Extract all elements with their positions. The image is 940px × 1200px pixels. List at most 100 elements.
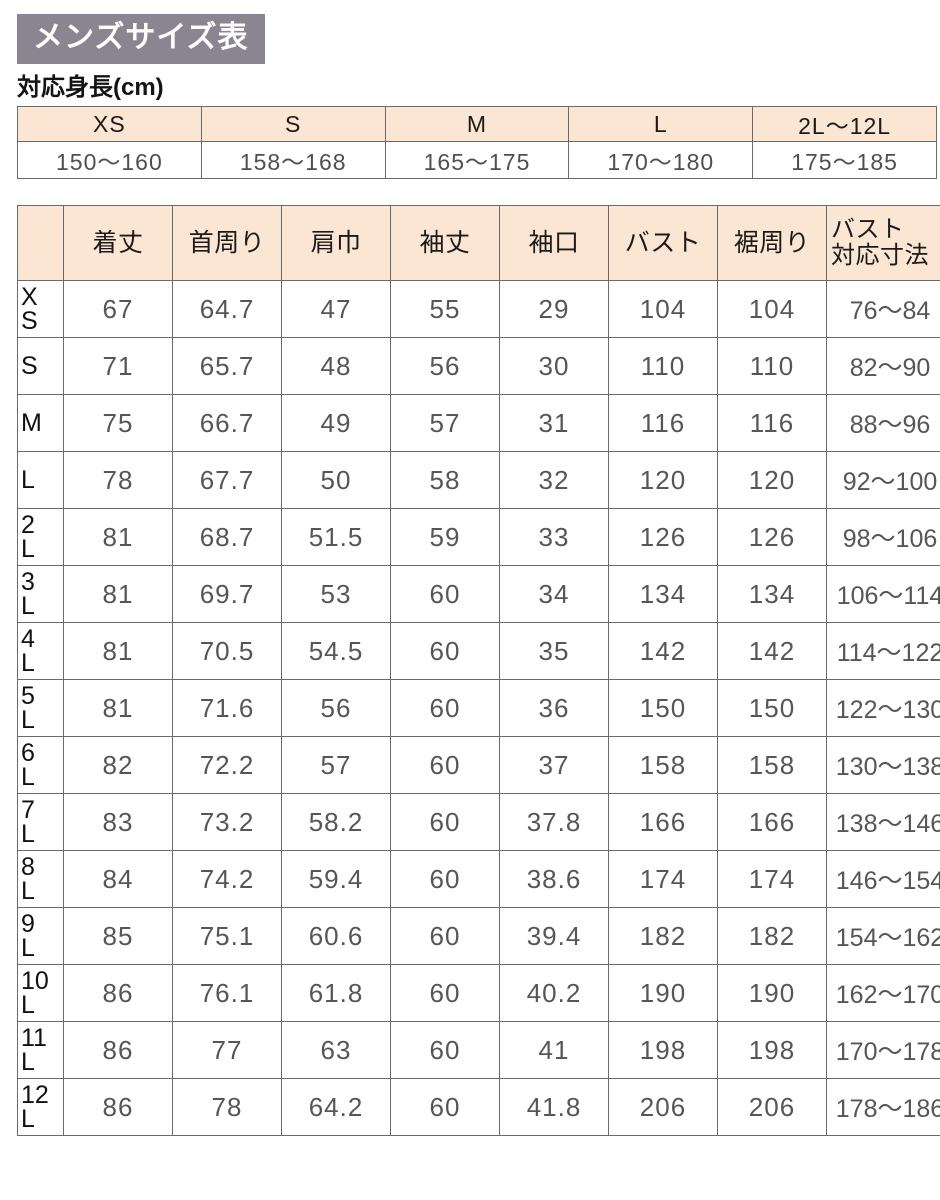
measurement-cell-r9-c4: 37.8 — [499, 793, 609, 851]
measurement-cell-r3-c3: 58 — [390, 451, 500, 509]
measurement-cell-r7-c6: 150 — [717, 679, 827, 737]
measurement-cell-r0-c0: 67 — [63, 280, 173, 338]
size-row-label-part-1: L — [21, 820, 35, 848]
measurement-cell-r14-c6: 206 — [717, 1078, 827, 1136]
measurements-column-header-6: 裾周り — [717, 205, 827, 281]
measurement-cell-r7-c7: 122〜130 — [826, 679, 940, 737]
measurement-cell-r5-c0: 81 — [63, 565, 173, 623]
measurement-cell-r10-c4: 38.6 — [499, 850, 609, 908]
measurements-table: 着丈 首周り 肩巾 袖丈 袖口 バスト 裾周り バスト 対応寸法 X S 67 64.7 47 55 29 1… — [17, 205, 940, 1136]
measurement-cell-r4-c0: 81 — [63, 508, 173, 566]
measurement-cell-r4-c7: 98〜106 — [826, 508, 940, 566]
measurement-cell-r3-c6: 120 — [717, 451, 827, 509]
size-row-label-part-1: L — [21, 706, 35, 734]
measurement-cell-r12-c0: 86 — [63, 964, 173, 1022]
bust-range-header-line1: バスト — [831, 216, 905, 244]
measurement-cell-r3-c2: 50 — [281, 451, 391, 509]
measurement-cell-r13-c5: 198 — [608, 1021, 718, 1079]
measurement-cell-r8-c3: 60 — [390, 736, 500, 794]
measurement-cell-r13-c6: 198 — [717, 1021, 827, 1079]
table-row: 6 L 82 72.2 57 60 37 158 158 130〜138 — [17, 736, 940, 794]
height-table: XS S M L 2L〜12L 150〜160 158〜168 165〜175 170〜180… — [17, 106, 937, 179]
measurement-cell-r12-c3: 60 — [390, 964, 500, 1022]
size-row-label-part-0: 6 — [21, 738, 35, 767]
measurement-cell-r12-c7: 162〜170 — [826, 964, 940, 1022]
measurement-cell-r5-c2: 53 — [281, 565, 391, 623]
measurement-cell-r14-c4: 41.8 — [499, 1078, 609, 1136]
measurements-column-header-bust-range: バスト 対応寸法 — [826, 205, 940, 281]
measurement-cell-r6-c3: 60 — [390, 622, 500, 680]
size-row-label-part-0: 4 — [21, 624, 35, 653]
measurement-cell-r9-c5: 166 — [608, 793, 718, 851]
measurement-cell-r13-c1: 77 — [172, 1021, 282, 1079]
size-row-label: 10 L — [17, 964, 64, 1022]
measurement-cell-r7-c4: 36 — [499, 679, 609, 737]
measurement-cell-r6-c4: 35 — [499, 622, 609, 680]
measurement-cell-r8-c4: 37 — [499, 736, 609, 794]
height-section-label: 対応身長(cm) — [17, 74, 164, 101]
measurement-cell-r10-c6: 174 — [717, 850, 827, 908]
measurement-cell-r1-c2: 48 — [281, 337, 391, 395]
height-range-cell-1: 158〜168 — [200, 141, 386, 179]
bust-range-header-line2: 対応寸法 — [831, 242, 929, 269]
measurement-cell-r11-c0: 85 — [63, 907, 173, 965]
size-row-label: S — [17, 337, 64, 395]
height-range-cell-0: 150〜160 — [17, 141, 202, 179]
measurement-cell-r7-c2: 56 — [281, 679, 391, 737]
measurement-cell-r1-c0: 71 — [63, 337, 173, 395]
measurement-cell-r0-c6: 104 — [717, 280, 827, 338]
measurement-cell-r4-c5: 126 — [608, 508, 718, 566]
measurement-cell-r11-c6: 182 — [717, 907, 827, 965]
size-row-label-part-1: L — [21, 1048, 35, 1076]
size-row-label-part-0: M — [21, 408, 42, 437]
measurement-cell-r6-c6: 142 — [717, 622, 827, 680]
measurement-cell-r8-c6: 158 — [717, 736, 827, 794]
table-row: S 71 65.7 48 56 30 110 110 82〜90 — [17, 337, 940, 395]
height-range-cell-4: 175〜185 — [752, 141, 937, 179]
measurements-header-row: 着丈 首周り 肩巾 袖丈 袖口 バスト 裾周り バスト 対応寸法 — [17, 205, 940, 281]
size-row-label-part-0: 7 — [21, 795, 35, 824]
measurement-cell-r8-c7: 130〜138 — [826, 736, 940, 794]
size-row-label-part-0: 3 — [21, 567, 35, 596]
measurement-cell-r7-c5: 150 — [608, 679, 718, 737]
size-row-label-part-1: L — [21, 991, 35, 1019]
measurement-cell-r2-c2: 49 — [281, 394, 391, 452]
measurement-cell-r14-c1: 78 — [172, 1078, 282, 1136]
measurement-cell-r3-c4: 32 — [499, 451, 609, 509]
measurement-cell-r12-c1: 76.1 — [172, 964, 282, 1022]
measurement-cell-r3-c1: 67.7 — [172, 451, 282, 509]
measurement-cell-r9-c7: 138〜146 — [826, 793, 940, 851]
table-row: 2 L 81 68.7 51.5 59 33 126 126 98〜106 — [17, 508, 940, 566]
table-row: 8 L 84 74.2 59.4 60 38.6 174 174 146〜154 — [17, 850, 940, 908]
measurement-cell-r11-c3: 60 — [390, 907, 500, 965]
height-range-cell-3: 170〜180 — [568, 141, 754, 179]
measurement-cell-r5-c7: 106〜114 — [826, 565, 940, 623]
table-row: 4 L 81 70.5 54.5 60 35 142 142 114〜122 — [17, 622, 940, 680]
measurement-cell-r2-c5: 116 — [608, 394, 718, 452]
measurement-cell-r6-c0: 81 — [63, 622, 173, 680]
measurement-cell-r6-c7: 114〜122 — [826, 622, 940, 680]
size-row-label-part-0: 11 — [21, 1023, 47, 1052]
measurement-cell-r1-c7: 82〜90 — [826, 337, 940, 395]
measurement-cell-r1-c6: 110 — [717, 337, 827, 395]
measurement-cell-r9-c0: 83 — [63, 793, 173, 851]
measurement-cell-r6-c5: 142 — [608, 622, 718, 680]
height-range-cell-2: 165〜175 — [384, 141, 570, 179]
measurement-cell-r8-c0: 82 — [63, 736, 173, 794]
measurement-cell-r12-c6: 190 — [717, 964, 827, 1022]
measurement-cell-r11-c4: 39.4 — [499, 907, 609, 965]
size-row-label-part-1: L — [21, 763, 35, 791]
measurement-cell-r3-c5: 120 — [608, 451, 718, 509]
measurement-cell-r11-c7: 154〜162 — [826, 907, 940, 965]
height-size-header-1: S — [200, 106, 386, 142]
measurement-cell-r2-c3: 57 — [390, 394, 500, 452]
measurement-cell-r13-c0: 86 — [63, 1021, 173, 1079]
measurement-cell-r12-c5: 190 — [608, 964, 718, 1022]
measurement-cell-r11-c2: 60.6 — [281, 907, 391, 965]
measurement-cell-r4-c1: 68.7 — [172, 508, 282, 566]
measurement-cell-r9-c1: 73.2 — [172, 793, 282, 851]
